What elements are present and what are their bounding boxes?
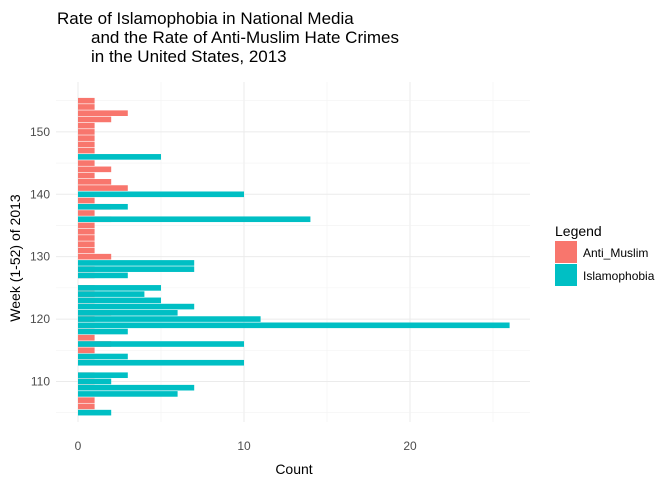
- bar-anti-muslim: [78, 166, 112, 173]
- bar-anti-muslim: [78, 135, 95, 141]
- bar-anti-muslim: [78, 334, 95, 341]
- legend-label-islamophobia: Islamophobia: [583, 269, 655, 283]
- bar-anti-muslim: [78, 110, 128, 116]
- bar-islamophobia: [78, 409, 112, 416]
- grid: [56, 82, 530, 422]
- bar-islamophobia: [78, 272, 128, 279]
- bar-islamophobia: [78, 384, 195, 391]
- chart-title-line-1: Rate of Islamophobia in National Media: [57, 9, 354, 28]
- bar-anti-muslim: [78, 241, 95, 248]
- bar-islamophobia: [78, 203, 128, 210]
- bar-anti-muslim: [78, 179, 112, 185]
- bar-anti-muslim: [78, 403, 95, 410]
- bar-islamophobia: [78, 260, 195, 266]
- bar-anti-muslim: [78, 253, 112, 260]
- bar-islamophobia: [78, 266, 195, 272]
- y-tick-label: 110: [31, 374, 50, 388]
- legend: Legend Anti_Muslim Islamophobia: [555, 223, 655, 286]
- legend-swatch-anti-muslim: [555, 241, 577, 263]
- bar-anti-muslim: [78, 397, 95, 403]
- legend-swatch-islamophobia: [555, 264, 577, 286]
- bar-anti-muslim: [78, 228, 95, 235]
- x-tick-label: 10: [237, 439, 251, 453]
- x-axis-title: Count: [275, 461, 312, 477]
- bar-islamophobia: [78, 328, 128, 335]
- bar-anti-muslim: [78, 141, 95, 148]
- bar-islamophobia: [78, 297, 161, 304]
- bar-anti-muslim: [78, 122, 95, 129]
- bar-anti-muslim: [78, 160, 95, 166]
- bar-islamophobia: [78, 303, 195, 310]
- bar-islamophobia: [78, 372, 128, 379]
- bar-anti-muslim: [78, 222, 95, 229]
- bar-islamophobia: [78, 154, 161, 160]
- bar-anti-muslim: [78, 347, 95, 354]
- bar-anti-muslim: [78, 185, 128, 191]
- y-tick-label: 120: [30, 312, 50, 326]
- legend-label-anti-muslim: Anti_Muslim: [583, 246, 648, 260]
- bar-islamophobia: [78, 322, 510, 329]
- bar-anti-muslim: [78, 197, 95, 204]
- y-tick-label: 150: [30, 125, 50, 139]
- bar-islamophobia: [78, 285, 161, 291]
- bar-islamophobia: [78, 378, 112, 385]
- y-axis-ticks: 110 120 130 140 150: [30, 125, 50, 389]
- bars: [78, 97, 510, 416]
- bar-islamophobia: [78, 310, 178, 316]
- bar-anti-muslim: [78, 147, 95, 154]
- x-tick-label: 0: [75, 439, 82, 453]
- y-axis-title: Week (1-52) of 2013: [7, 194, 23, 322]
- bar-anti-muslim: [78, 129, 95, 135]
- legend-title: Legend: [555, 223, 602, 239]
- bar-anti-muslim: [78, 235, 95, 241]
- bar-islamophobia: [78, 359, 244, 366]
- bar-anti-muslim: [78, 247, 95, 254]
- chart-title-line-2: and the Rate of Anti-Muslim Hate Crimes: [91, 28, 399, 47]
- bar-islamophobia: [78, 216, 311, 223]
- bar-anti-muslim: [78, 210, 95, 216]
- bar-islamophobia: [78, 316, 261, 322]
- chart-title: Rate of Islamophobia in National Media a…: [57, 9, 399, 66]
- bar-anti-muslim: [78, 97, 95, 104]
- bar-islamophobia: [78, 391, 178, 397]
- bar-anti-muslim: [78, 116, 112, 123]
- y-tick-label: 140: [30, 187, 50, 201]
- x-tick-label: 20: [403, 439, 417, 453]
- bar-islamophobia: [78, 191, 244, 198]
- bar-islamophobia: [78, 341, 244, 347]
- x-axis-ticks: 0 10 20: [75, 439, 417, 453]
- y-tick-label: 130: [30, 250, 50, 264]
- bar-islamophobia: [78, 353, 128, 360]
- bar-anti-muslim: [78, 104, 95, 110]
- chart-title-line-3: in the United States, 2013: [91, 47, 287, 66]
- bar-islamophobia: [78, 291, 145, 297]
- bar-anti-muslim: [78, 172, 95, 179]
